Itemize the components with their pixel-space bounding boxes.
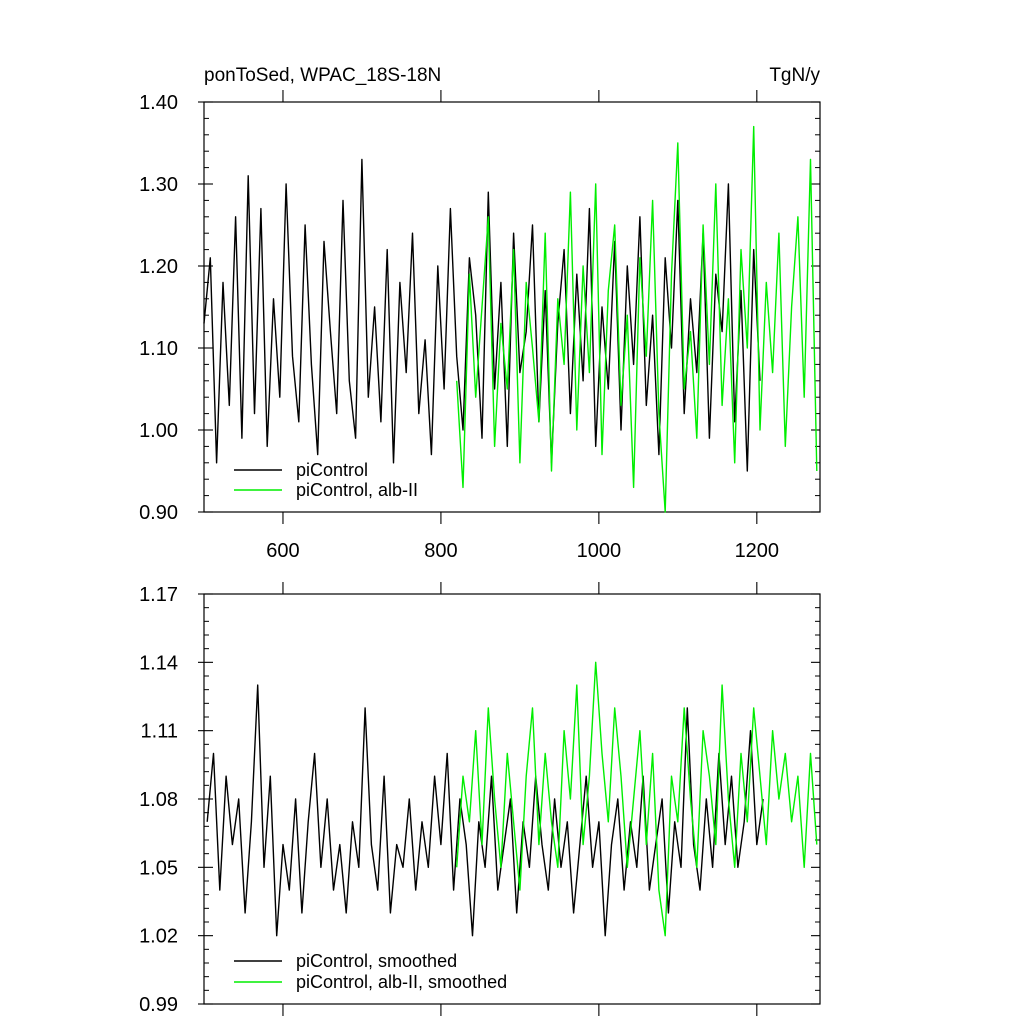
top-panel-axes: 0.90 1.00 1.10 1.20 1.30 1.40 600 800 1000 1200 bbox=[139, 90, 821, 562]
bottom-ytick-label: 1.02 bbox=[139, 926, 178, 948]
top-ytick-label: 1.10 bbox=[139, 338, 178, 360]
top-xtick-label: 800 bbox=[424, 540, 457, 562]
bottom-ytick-label: 0.99 bbox=[139, 994, 178, 1016]
top-ytick-label: 0.90 bbox=[139, 502, 178, 524]
top-ytick-label: 1.30 bbox=[139, 174, 178, 196]
top-ytick-label: 1.20 bbox=[139, 256, 178, 278]
top-xtick-label: 1000 bbox=[577, 540, 622, 562]
legend-label-picontrol-smoothed: piControl, smoothed bbox=[296, 951, 457, 971]
bottom-ytick-label: 1.08 bbox=[139, 789, 178, 811]
bottom-ytick-label: 1.11 bbox=[141, 721, 178, 743]
top-panel-title-right: TgN/y bbox=[769, 65, 820, 86]
top-ytick-label: 1.40 bbox=[139, 92, 178, 114]
top-ytick-label: 1.00 bbox=[139, 420, 178, 442]
bottom-panel-axes: 0.99 1.02 1.05 1.08 1.11 1.14 1.17 bbox=[139, 582, 821, 1016]
top-xtick-label: 600 bbox=[266, 540, 299, 562]
bottom-ytick-label: 1.05 bbox=[139, 857, 178, 879]
legend-label-picontrol-alb-ii-smoothed: piControl, alb-II, smoothed bbox=[296, 972, 507, 992]
top-xtick-label: 1200 bbox=[735, 540, 780, 562]
top-plot-frame bbox=[203, 101, 821, 513]
top-series-line-picontrol bbox=[203, 158, 761, 472]
bottom-panel-series bbox=[206, 661, 818, 937]
bottom-ytick-label: 1.17 bbox=[139, 584, 178, 606]
bottom-panel-legend: piControl, smoothed piControl, alb-II, s… bbox=[234, 951, 507, 992]
bottom-series-line-picontrol-alb-ii bbox=[456, 661, 818, 937]
legend-label-picontrol-alb-ii: piControl, alb-II bbox=[296, 480, 418, 500]
bottom-ytick-label: 1.14 bbox=[139, 652, 178, 674]
top-panel-title-left: ponToSed, WPAC_18S-18N bbox=[204, 65, 441, 86]
top-series-line-picontrol-alb-ii bbox=[456, 125, 818, 513]
legend-label-picontrol: piControl bbox=[296, 460, 368, 480]
top-panel-series bbox=[203, 125, 818, 513]
top-panel-legend: piControl piControl, alb-II bbox=[234, 460, 418, 500]
bottom-series-line-picontrol bbox=[206, 684, 764, 937]
